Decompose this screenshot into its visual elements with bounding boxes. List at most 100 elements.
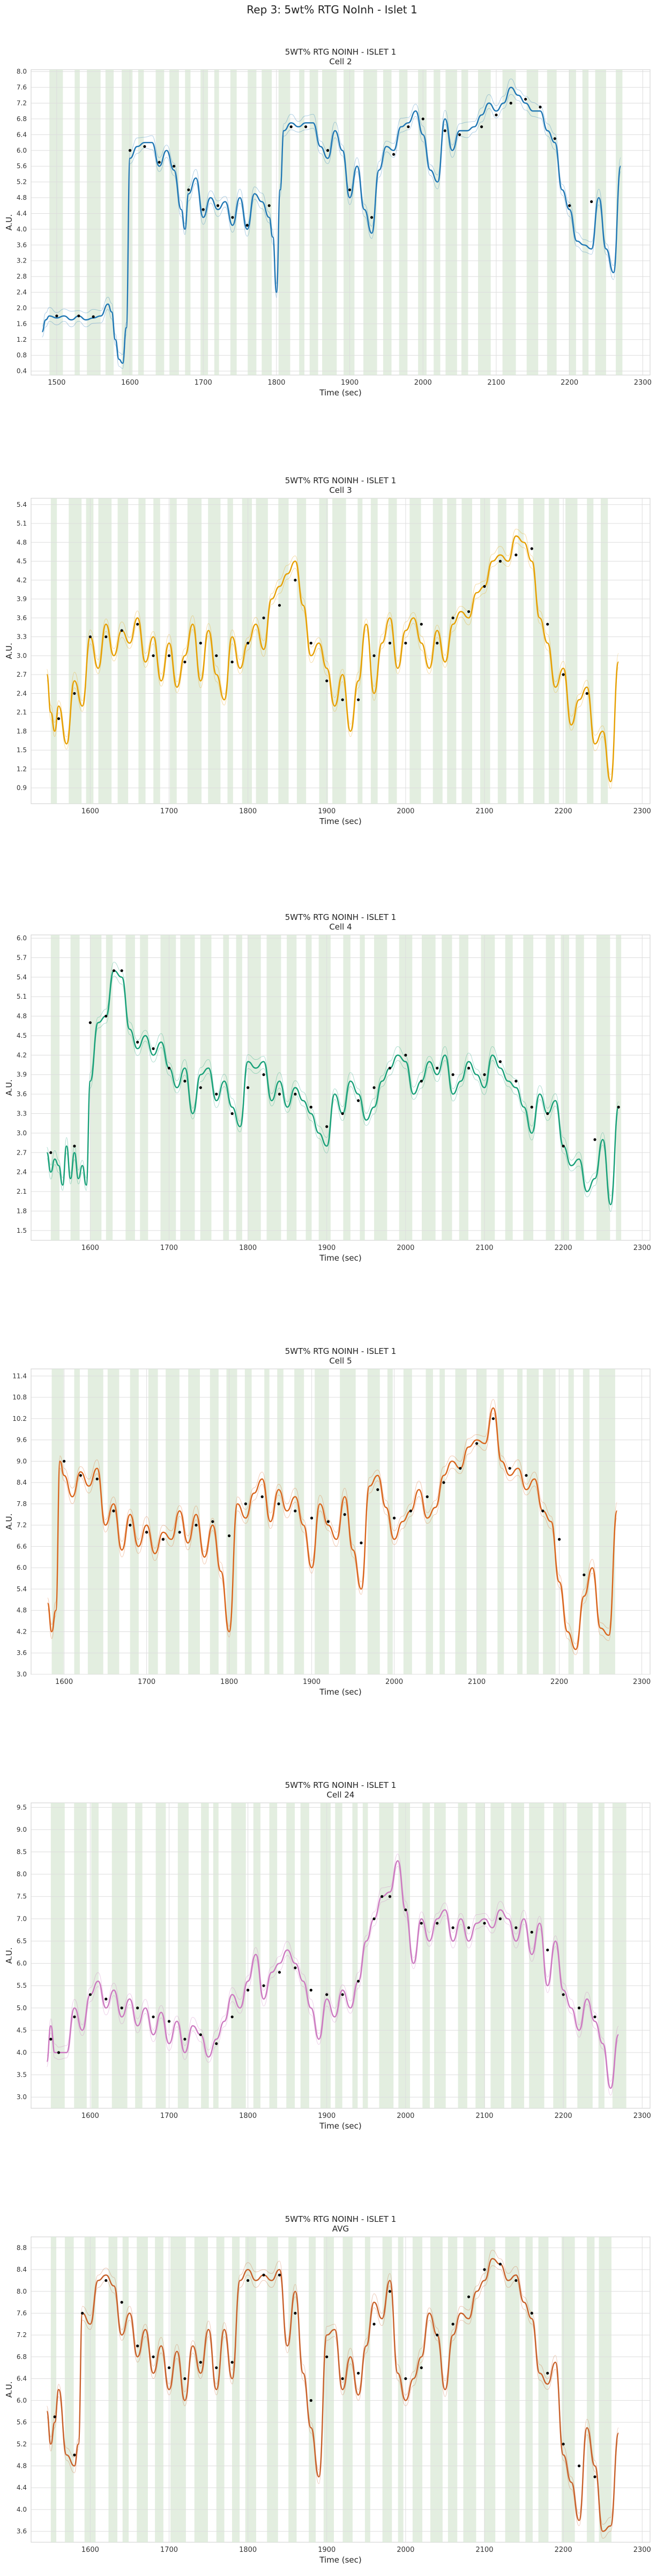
y-tick-label: 3.2 bbox=[17, 257, 27, 265]
stimulus-band bbox=[458, 1803, 467, 2108]
peak-marker bbox=[392, 153, 396, 156]
peak-marker bbox=[357, 698, 360, 701]
stimulus-band bbox=[546, 935, 555, 1240]
y-tick-label: 11.4 bbox=[12, 1372, 27, 1380]
x-tick-label: 1800 bbox=[239, 2112, 257, 2120]
stimulus-band bbox=[248, 70, 257, 375]
peak-marker bbox=[436, 1067, 439, 1070]
y-tick-label: 6.0 bbox=[17, 934, 27, 942]
peak-marker bbox=[262, 2273, 265, 2277]
stimulus-band bbox=[526, 70, 539, 375]
y-tick-label: 4.0 bbox=[17, 2049, 27, 2056]
peak-marker bbox=[372, 654, 376, 657]
x-tick-label: 1600 bbox=[81, 2112, 99, 2120]
stimulus-band bbox=[69, 498, 82, 804]
stimulus-band bbox=[362, 1803, 368, 2108]
peak-marker bbox=[451, 2323, 454, 2326]
y-tick-label: 0.8 bbox=[17, 351, 27, 359]
peak-marker bbox=[341, 2377, 344, 2380]
peak-marker bbox=[593, 2475, 596, 2478]
peak-marker bbox=[467, 1926, 471, 1929]
x-tick-label: 2000 bbox=[397, 807, 414, 815]
stimulus-band bbox=[309, 2237, 316, 2542]
y-tick-label: 6.8 bbox=[17, 2353, 27, 2361]
y-tick-label: 3.0 bbox=[17, 1671, 27, 1678]
peak-marker bbox=[483, 1922, 486, 1925]
peak-marker bbox=[79, 1474, 82, 1477]
peak-marker bbox=[289, 125, 293, 129]
stimulus-band bbox=[318, 935, 331, 1240]
stimulus-band bbox=[74, 70, 80, 375]
stimulus-band bbox=[422, 935, 436, 1240]
y-tick-label: 5.1 bbox=[17, 993, 27, 1000]
stimulus-band bbox=[267, 2237, 278, 2542]
y-tick-label: 5.2 bbox=[17, 178, 27, 186]
chart-subtitle: AVG bbox=[332, 2224, 349, 2234]
stimulus-band bbox=[461, 498, 472, 804]
series-line bbox=[46, 970, 620, 1205]
y-tick-label: 0.9 bbox=[17, 784, 27, 792]
peak-marker bbox=[167, 2366, 171, 2369]
peak-marker bbox=[483, 585, 486, 588]
chart-title: 5WT% RTG NOINH - ISLET 1 bbox=[285, 47, 397, 57]
stimulus-band bbox=[188, 1369, 200, 1674]
y-tick-label: 4.8 bbox=[17, 538, 27, 546]
y-tick-label: 2.1 bbox=[17, 709, 27, 716]
stimulus-band bbox=[511, 1803, 524, 2108]
stimulus-band bbox=[200, 70, 208, 375]
stimulus-band bbox=[320, 1803, 331, 2108]
series-line bbox=[46, 2258, 620, 2532]
stimulus-band bbox=[244, 1369, 252, 1674]
x-tick-label: 2300 bbox=[634, 379, 652, 387]
stimulus-band bbox=[319, 498, 328, 804]
peak-marker bbox=[178, 1531, 181, 1534]
peak-marker bbox=[480, 125, 483, 129]
x-axis-label: Time (sec) bbox=[319, 2121, 361, 2131]
y-tick-label: 3.0 bbox=[17, 2093, 27, 2101]
stimulus-band bbox=[360, 935, 365, 1240]
stimulus-band bbox=[332, 498, 346, 804]
peak-marker bbox=[262, 616, 265, 619]
y-tick-label: 2.8 bbox=[17, 273, 27, 280]
peak-marker bbox=[247, 2279, 250, 2282]
y-tick-label: 3.6 bbox=[17, 1090, 27, 1098]
peak-marker bbox=[277, 1502, 280, 1506]
y-axis-label: A.U. bbox=[4, 2382, 14, 2398]
peak-marker bbox=[183, 2038, 186, 2041]
peak-marker bbox=[49, 2038, 53, 2041]
peak-marker bbox=[483, 1073, 486, 1076]
peak-marker bbox=[53, 2415, 56, 2418]
peak-marker bbox=[388, 641, 392, 645]
peak-marker bbox=[467, 610, 471, 613]
stimulus-band bbox=[576, 935, 584, 1240]
x-tick-label: 1600 bbox=[121, 379, 139, 387]
stimulus-band bbox=[553, 1803, 566, 2108]
stimulus-band bbox=[160, 935, 176, 1240]
stimulus-band bbox=[185, 70, 191, 375]
stimulus-band bbox=[213, 1803, 219, 2108]
y-tick-label: 3.6 bbox=[17, 1649, 27, 1657]
y-tick-label: 3.3 bbox=[17, 1110, 27, 1118]
y-tick-label: 6.5 bbox=[17, 1937, 27, 1945]
y-tick-label: 8.4 bbox=[17, 2266, 27, 2273]
stimulus-band bbox=[399, 70, 408, 375]
y-tick-label: 2.4 bbox=[17, 289, 27, 296]
peak-marker bbox=[388, 1895, 392, 1898]
stimulus-band bbox=[322, 70, 337, 375]
peak-marker bbox=[451, 616, 454, 619]
peak-marker bbox=[508, 1466, 511, 1470]
y-tick-label: 6.0 bbox=[17, 1960, 27, 1967]
peak-marker bbox=[216, 204, 220, 207]
peak-marker bbox=[562, 673, 565, 676]
x-tick-label: 2000 bbox=[397, 2546, 414, 2554]
peak-marker bbox=[376, 1488, 379, 1491]
peak-marker bbox=[244, 1502, 247, 1506]
peak-marker bbox=[341, 1993, 344, 1996]
peak-marker bbox=[105, 2279, 108, 2282]
peak-marker bbox=[55, 314, 58, 318]
peak-marker bbox=[95, 1477, 99, 1481]
peak-marker bbox=[421, 117, 424, 121]
chart-title: 5WT% RTG NOINH - ISLET 1 bbox=[285, 1780, 397, 1790]
